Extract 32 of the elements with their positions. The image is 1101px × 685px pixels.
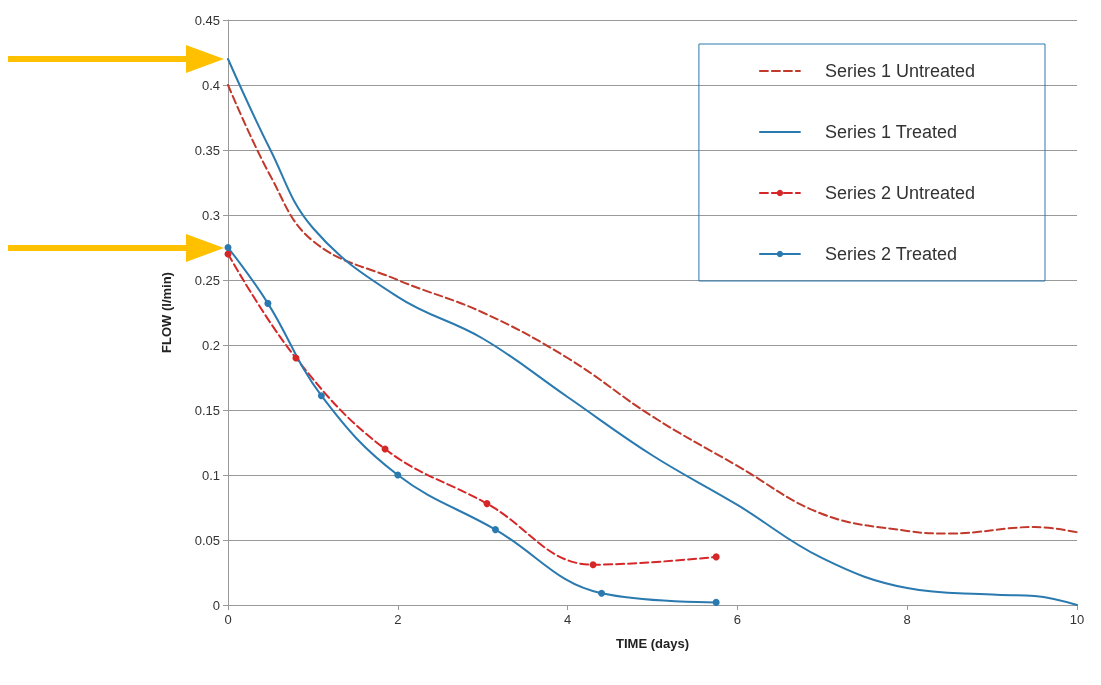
- point: [589, 561, 597, 569]
- y-tick-label: 0.2: [201, 337, 220, 353]
- y-tick-label: 0: [212, 597, 220, 613]
- y-tick-label: 0.05: [194, 532, 220, 548]
- point: [394, 471, 402, 479]
- y-axis-title: FLOW (l/min): [159, 272, 174, 353]
- x-tick-label: 0: [224, 612, 232, 627]
- y-tick-label: 0.25: [194, 272, 220, 288]
- x-tick-label: 10: [1069, 612, 1085, 627]
- legend-label: Series 2 Treated: [824, 244, 957, 264]
- point: [491, 526, 499, 534]
- x-tick-label: 6: [733, 612, 742, 627]
- x-tick-label: 8: [903, 612, 911, 627]
- y-tick-label: 0.4: [201, 77, 220, 93]
- y-tick-label: 0.15: [194, 402, 220, 418]
- x-axis-title: TIME (days): [616, 636, 689, 651]
- y-tick-label: 0.1: [201, 467, 220, 483]
- legend-label: Series 1 Treated: [824, 122, 957, 142]
- y-tick-label: 0.45: [194, 12, 220, 28]
- x-tick-label: 2: [394, 612, 402, 627]
- y-tick-label: 0.3: [201, 207, 220, 223]
- point: [712, 598, 720, 606]
- point: [264, 299, 272, 307]
- point: [598, 589, 606, 597]
- point: [224, 244, 232, 251]
- x-tick-label: 4: [563, 612, 572, 627]
- y-tick-label: 0.35: [194, 142, 220, 158]
- legend-label: Series 2 Untreated: [824, 183, 976, 203]
- point: [317, 392, 325, 400]
- legend-label: Series 1 Untreated: [824, 61, 976, 81]
- point: [712, 553, 720, 561]
- point: [483, 500, 491, 508]
